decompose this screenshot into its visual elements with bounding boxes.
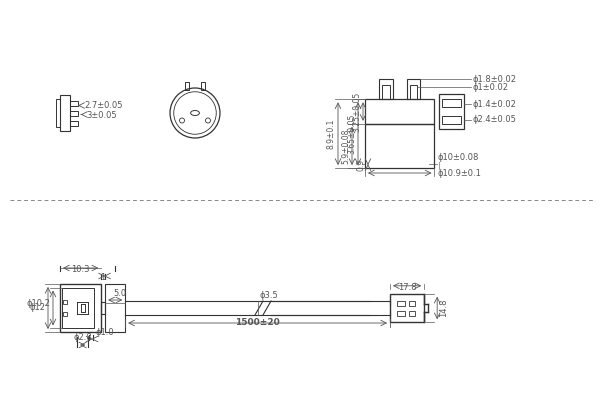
Text: 17.8: 17.8 (398, 283, 417, 292)
Bar (397, 311, 405, 316)
Text: 8.9±0.1: 8.9±0.1 (327, 119, 336, 149)
Text: ϕ2.8: ϕ2.8 (74, 333, 92, 342)
Bar (185, 82, 189, 90)
Text: 3±0.05: 3±0.05 (86, 111, 116, 119)
Text: ϕ1.4±0.02: ϕ1.4±0.02 (473, 100, 516, 109)
Text: ϕ10.2: ϕ10.2 (26, 299, 50, 309)
Bar (443, 116, 461, 124)
Bar (62, 287, 94, 328)
Bar (410, 85, 417, 100)
Text: 5.9±0.08: 5.9±0.08 (341, 128, 350, 164)
Text: 1: 1 (101, 273, 106, 282)
Bar (440, 95, 464, 129)
Text: 1500±20: 1500±20 (235, 318, 280, 327)
Bar (409, 311, 415, 316)
Bar (201, 82, 205, 90)
Text: 3.25±0.05: 3.25±0.05 (352, 91, 361, 132)
Text: ϕ1.8±0.02: ϕ1.8±0.02 (473, 75, 517, 83)
Text: 0.9: 0.9 (357, 159, 366, 171)
Bar (390, 294, 424, 322)
Text: 10.3: 10.3 (71, 265, 90, 274)
Bar (60, 284, 101, 332)
Bar (101, 302, 105, 314)
Bar (379, 79, 393, 100)
Text: 2.7±0.05: 2.7±0.05 (84, 102, 122, 111)
Bar (56, 99, 60, 127)
Bar (365, 100, 435, 124)
Text: ϕ1±0.02: ϕ1±0.02 (473, 83, 508, 92)
Text: 14.8: 14.8 (439, 299, 448, 317)
Bar (397, 301, 405, 306)
Text: ϕ10.9±0.1: ϕ10.9±0.1 (438, 169, 481, 178)
Bar (70, 111, 78, 116)
Text: ϕ1.0: ϕ1.0 (96, 328, 115, 337)
Bar (70, 121, 78, 126)
Text: 5.0: 5.0 (113, 289, 127, 298)
Bar (382, 85, 390, 100)
Bar (365, 124, 435, 168)
Bar (409, 301, 415, 306)
Bar (63, 312, 67, 316)
Text: ϕ2.4±0.05: ϕ2.4±0.05 (473, 115, 516, 124)
Bar (407, 79, 420, 100)
Bar (105, 284, 125, 332)
Text: ϕ12: ϕ12 (29, 304, 45, 313)
Bar (63, 300, 67, 304)
Bar (443, 100, 461, 107)
Bar (60, 95, 70, 131)
Text: ϕ10±0.08: ϕ10±0.08 (438, 153, 479, 162)
Text: 3.65±0.05: 3.65±0.05 (347, 114, 356, 154)
Text: ϕ3.5: ϕ3.5 (260, 291, 279, 300)
Bar (70, 100, 78, 105)
